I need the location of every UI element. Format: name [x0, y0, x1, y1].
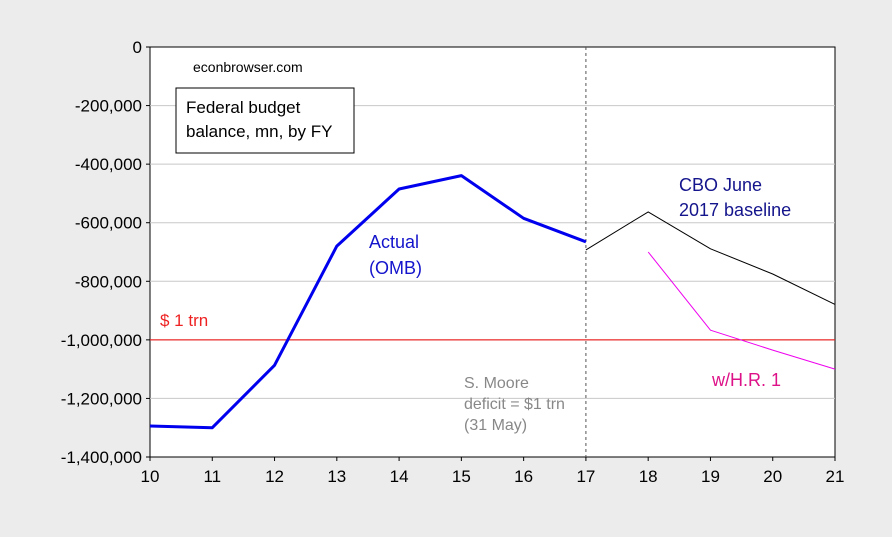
series-label-cbo: CBO June 2017 baseline — [679, 175, 791, 220]
y-tick-label: -800,000 — [75, 272, 142, 291]
series-line-hr1 — [647, 251, 836, 370]
series-layer — [149, 174, 836, 430]
reference-line-label: $ 1 trn — [160, 311, 208, 330]
axis-layer: 0 -200,000 -400,000 -600,000 -800,000 -1,000,… — [61, 38, 845, 486]
series-label-hr1: w/H.R. 1 — [711, 370, 781, 390]
y-tick-label: -1,000,000 — [61, 331, 142, 350]
y-tick-label: -600,000 — [75, 214, 142, 233]
x-tick-label: 13 — [327, 467, 346, 486]
x-tick-label: 10 — [141, 467, 160, 486]
title-box-frame — [175, 87, 355, 154]
series-line-actual — [149, 174, 587, 430]
series-line-cbo — [585, 211, 836, 305]
y-tick-label: -200,000 — [75, 97, 142, 116]
chart-title: Federal budget balance, mn, by FY — [186, 98, 332, 141]
x-tick-label: 14 — [390, 467, 409, 486]
label-layer: $ 1 trn S. Moore deficit = $1 trn (31 May) A… — [160, 175, 791, 434]
watermark: econbrowser.com — [193, 59, 303, 75]
title-box: Federal budget balance, mn, by FY — [175, 87, 355, 154]
reference-layer — [150, 47, 835, 457]
x-tick-label: 20 — [763, 467, 782, 486]
x-tick-label: 11 — [203, 467, 221, 486]
x-tick-label: 21 — [826, 467, 845, 486]
y-tick-label: 0 — [133, 38, 142, 57]
y-tick-label: -400,000 — [75, 155, 142, 174]
y-tick-label: -1,200,000 — [61, 389, 142, 408]
series-label-actual: Actual (OMB) — [369, 232, 422, 278]
x-tick-label: 19 — [701, 467, 720, 486]
x-tick-label: 16 — [514, 467, 533, 486]
x-tick-label: 17 — [576, 467, 595, 486]
x-tick-label: 12 — [265, 467, 284, 486]
x-tick-label: 18 — [639, 467, 658, 486]
y-tick-label: -1,400,000 — [61, 448, 142, 467]
x-tick-label: 15 — [452, 467, 471, 486]
vertical-marker-label: S. Moore deficit = $1 trn (31 May) — [464, 375, 565, 434]
